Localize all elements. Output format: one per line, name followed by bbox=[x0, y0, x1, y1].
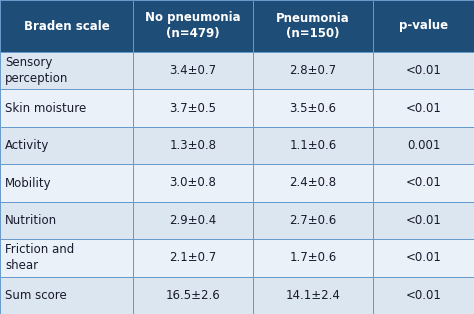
Text: <0.01: <0.01 bbox=[406, 102, 441, 115]
Text: 1.3±0.8: 1.3±0.8 bbox=[170, 139, 217, 152]
Text: 3.4±0.7: 3.4±0.7 bbox=[169, 64, 217, 77]
Bar bbox=[0, 52, 133, 89]
Text: Mobility: Mobility bbox=[5, 176, 52, 190]
Bar bbox=[133, 239, 253, 277]
Bar bbox=[0, 0, 133, 52]
Text: 3.5±0.6: 3.5±0.6 bbox=[290, 102, 337, 115]
Bar bbox=[253, 0, 373, 52]
Bar bbox=[133, 52, 253, 89]
Bar bbox=[0, 164, 133, 202]
Text: <0.01: <0.01 bbox=[406, 289, 441, 302]
Text: 1.7±0.6: 1.7±0.6 bbox=[289, 252, 337, 264]
Bar bbox=[373, 0, 474, 52]
Text: Sensory
perception: Sensory perception bbox=[5, 56, 68, 85]
Bar bbox=[253, 89, 373, 127]
Bar bbox=[133, 277, 253, 314]
Text: p-value: p-value bbox=[399, 19, 448, 33]
Bar bbox=[373, 239, 474, 277]
Bar bbox=[373, 164, 474, 202]
Bar bbox=[253, 202, 373, 239]
Bar bbox=[0, 127, 133, 164]
Bar bbox=[373, 277, 474, 314]
Text: Activity: Activity bbox=[5, 139, 49, 152]
Bar bbox=[133, 164, 253, 202]
Bar bbox=[0, 202, 133, 239]
Text: 2.7±0.6: 2.7±0.6 bbox=[289, 214, 337, 227]
Text: Braden scale: Braden scale bbox=[24, 19, 109, 33]
Text: 2.4±0.8: 2.4±0.8 bbox=[290, 176, 337, 190]
Text: 2.9±0.4: 2.9±0.4 bbox=[169, 214, 217, 227]
Bar bbox=[0, 239, 133, 277]
Bar bbox=[253, 277, 373, 314]
Text: <0.01: <0.01 bbox=[406, 64, 441, 77]
Text: Pneumonia
(n=150): Pneumonia (n=150) bbox=[276, 12, 350, 41]
Bar bbox=[133, 202, 253, 239]
Text: Skin moisture: Skin moisture bbox=[5, 102, 86, 115]
Bar bbox=[373, 127, 474, 164]
Bar bbox=[0, 277, 133, 314]
Text: <0.01: <0.01 bbox=[406, 252, 441, 264]
Text: 0.001: 0.001 bbox=[407, 139, 440, 152]
Text: 2.8±0.7: 2.8±0.7 bbox=[290, 64, 337, 77]
Bar bbox=[253, 239, 373, 277]
Text: 1.1±0.6: 1.1±0.6 bbox=[289, 139, 337, 152]
Text: Friction and
shear: Friction and shear bbox=[5, 243, 74, 272]
Bar bbox=[133, 0, 253, 52]
Text: 16.5±2.6: 16.5±2.6 bbox=[165, 289, 220, 302]
Bar bbox=[373, 202, 474, 239]
Bar bbox=[253, 164, 373, 202]
Bar bbox=[253, 127, 373, 164]
Text: Nutrition: Nutrition bbox=[5, 214, 57, 227]
Text: 3.7±0.5: 3.7±0.5 bbox=[170, 102, 217, 115]
Text: <0.01: <0.01 bbox=[406, 214, 441, 227]
Text: No pneumonia
(n=479): No pneumonia (n=479) bbox=[145, 12, 241, 41]
Bar bbox=[133, 127, 253, 164]
Text: 3.0±0.8: 3.0±0.8 bbox=[170, 176, 217, 190]
Bar bbox=[373, 52, 474, 89]
Bar bbox=[253, 52, 373, 89]
Bar bbox=[0, 89, 133, 127]
Bar bbox=[373, 89, 474, 127]
Text: 14.1±2.4: 14.1±2.4 bbox=[285, 289, 340, 302]
Text: Sum score: Sum score bbox=[5, 289, 67, 302]
Bar bbox=[133, 89, 253, 127]
Text: <0.01: <0.01 bbox=[406, 176, 441, 190]
Text: 2.1±0.7: 2.1±0.7 bbox=[169, 252, 217, 264]
